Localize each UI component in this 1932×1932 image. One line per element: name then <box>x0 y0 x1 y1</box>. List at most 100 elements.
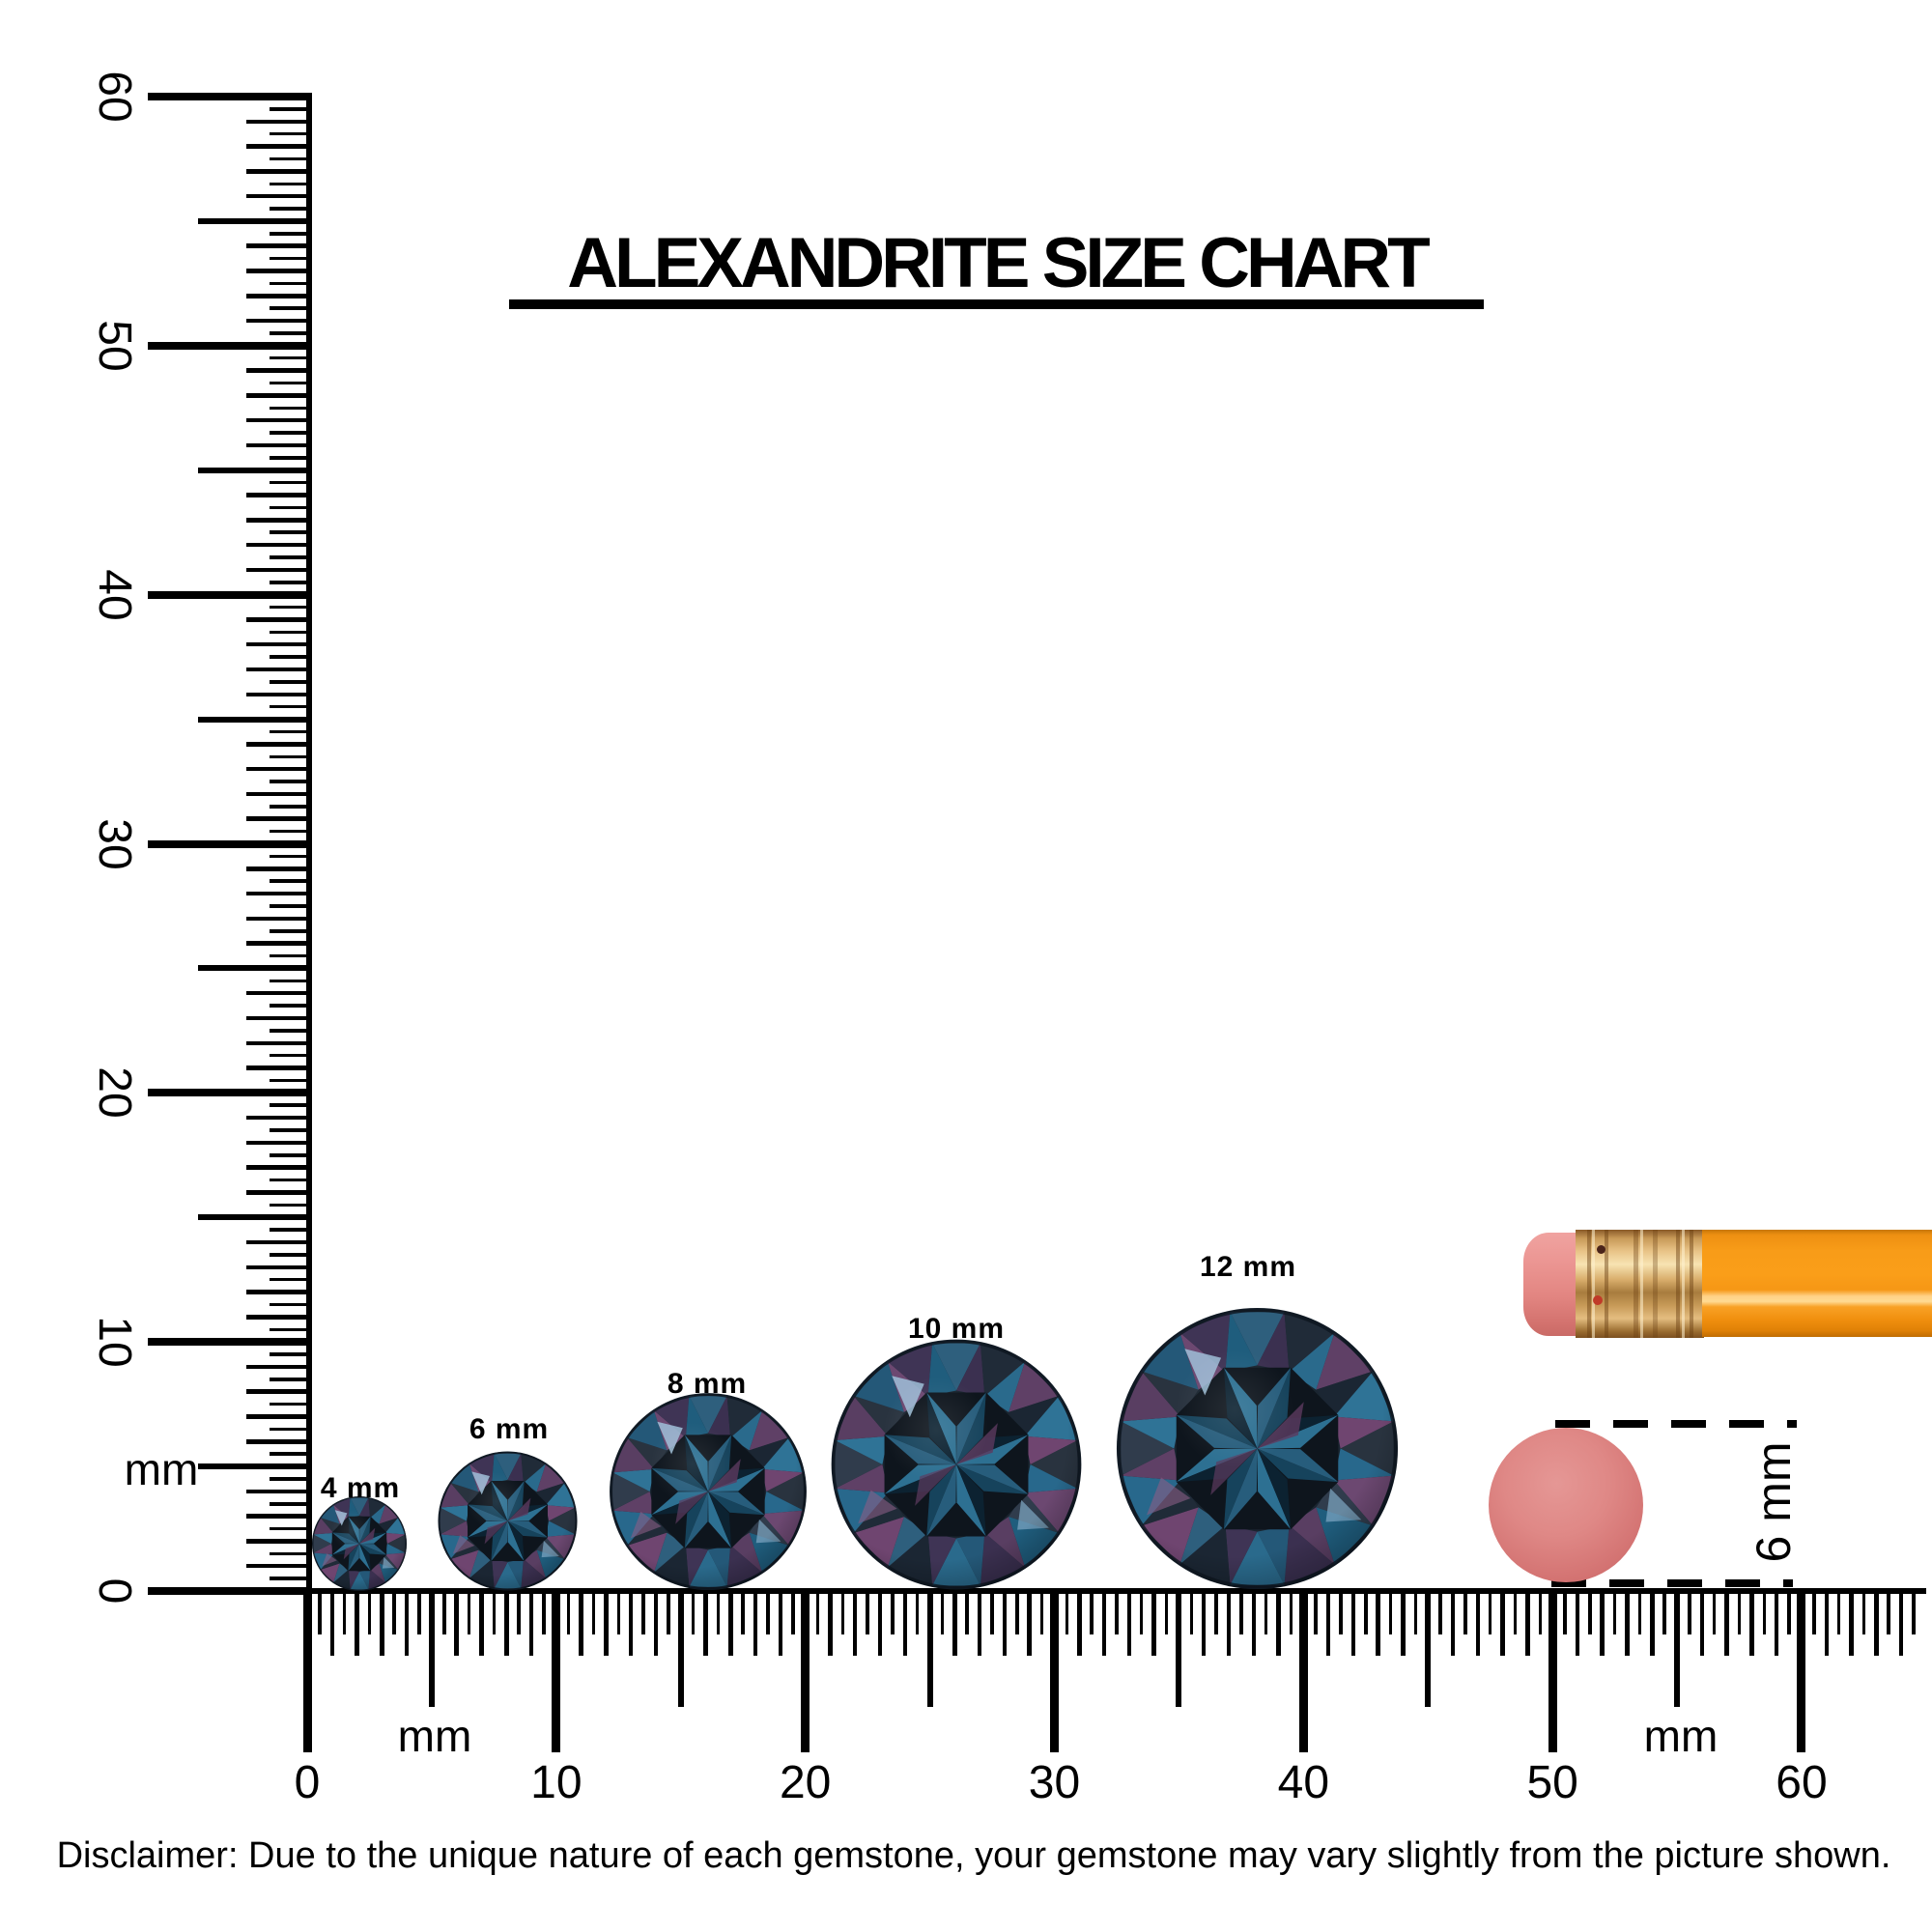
bottom-ruler-tick <box>1450 1594 1456 1656</box>
bottom-ruler-tick <box>1650 1594 1655 1656</box>
bottom-ruler-tick <box>628 1594 634 1656</box>
left-ruler-tick <box>246 1489 312 1494</box>
left-ruler-tick <box>246 667 312 672</box>
bottom-ruler-tick <box>479 1594 484 1656</box>
bottom-ruler-tick <box>1065 1594 1069 1634</box>
bottom-ruler-tick <box>1376 1594 1380 1656</box>
bottom-ruler-tick <box>1762 1594 1767 1634</box>
bottom-ruler-tick <box>454 1594 459 1656</box>
bottom-ruler-tick <box>1874 1594 1879 1656</box>
left-ruler-tick <box>270 904 312 908</box>
bottom-ruler-tick <box>1737 1594 1742 1634</box>
left-ruler-number-60: 60 <box>89 71 140 123</box>
left-ruler-tick <box>270 107 312 111</box>
bottom-ruler-tick <box>1500 1594 1505 1656</box>
left-ruler-tick <box>246 442 312 448</box>
bottom-ruler-tick <box>1575 1594 1580 1656</box>
bottom-ruler-tick <box>528 1594 534 1656</box>
left-ruler-tick <box>270 1302 312 1307</box>
left-ruler-number-40: 40 <box>89 568 140 621</box>
gem-8mm <box>608 1391 809 1592</box>
bottom-ruler-tick <box>1488 1594 1492 1634</box>
bottom-ruler-tick <box>965 1594 969 1634</box>
left-ruler-tick <box>270 1004 312 1008</box>
ferrule-rivet-dot <box>1597 1245 1605 1254</box>
left-ruler-tick <box>246 1514 312 1519</box>
left-ruler-tick <box>148 1587 312 1595</box>
left-ruler-tick <box>270 1103 312 1107</box>
pencil-ferrule <box>1576 1230 1704 1338</box>
bottom-ruler-tick <box>1115 1594 1119 1634</box>
left-ruler-tick <box>246 318 312 324</box>
bottom-ruler-tick <box>778 1594 783 1656</box>
bottom-ruler-tick <box>467 1594 471 1634</box>
bottom-ruler-tick <box>1189 1594 1194 1634</box>
bottom-ruler-tick <box>1425 1594 1432 1707</box>
left-ruler-tick <box>270 1551 312 1556</box>
left-ruler-tick <box>270 406 312 411</box>
ferrule-crimp-line <box>1676 1230 1680 1338</box>
gem-label-4mm: 4 mm <box>320 1472 401 1504</box>
bottom-ruler-tick <box>1612 1594 1617 1634</box>
left-ruler-tick <box>270 780 312 783</box>
bottom-ruler-tick <box>442 1594 446 1634</box>
bottom-ruler-tick <box>1090 1594 1094 1634</box>
bottom-ruler-tick <box>1812 1594 1816 1634</box>
ferrule-crimp-highlight <box>1682 1230 1685 1338</box>
bottom-ruler-tick <box>766 1594 770 1634</box>
bottom-ruler-tick <box>579 1594 583 1656</box>
left-ruler-tick <box>270 581 312 584</box>
left-ruler-tick <box>270 331 312 335</box>
left-ruler-tick <box>270 929 312 933</box>
bottom-ruler-tick <box>1674 1594 1681 1707</box>
left-ruler-tick <box>246 816 312 821</box>
pencil-eraser <box>1523 1233 1583 1336</box>
bottom-ruler-tick <box>1688 1594 1691 1634</box>
bottom-ruler-tick <box>891 1594 895 1634</box>
left-ruler-tick <box>148 839 312 848</box>
bottom-ruler-tick <box>1887 1594 1890 1634</box>
left-ruler-tick <box>270 256 312 261</box>
left-ruler-tick <box>246 368 312 373</box>
left-ruler-tick <box>246 1315 312 1320</box>
gem-4mm <box>311 1495 408 1592</box>
bottom-ruler-tick <box>940 1594 945 1634</box>
ferrule-crimp-highlight <box>1640 1230 1643 1338</box>
bottom-ruler-number-40: 40 <box>1277 1757 1330 1808</box>
bottom-ruler-tick <box>1401 1594 1406 1656</box>
bottom-ruler-tick <box>1214 1594 1218 1634</box>
left-ruler-tick <box>198 217 312 224</box>
bottom-ruler-tick <box>1525 1594 1530 1656</box>
bottom-ruler-tick <box>1797 1594 1806 1752</box>
left-ruler-tick <box>270 505 312 510</box>
ferrule-crimp-line <box>1605 1230 1608 1338</box>
bottom-ruler-number-30: 30 <box>1028 1757 1081 1808</box>
left-ruler-tick <box>246 493 312 497</box>
left-ruler-tick <box>246 417 312 423</box>
left-ruler-tick <box>198 716 312 723</box>
left-ruler-tick <box>198 1463 312 1470</box>
bottom-ruler-tick <box>1774 1594 1779 1656</box>
bottom-ruler-tick <box>1438 1594 1442 1634</box>
gem-label-6mm: 6 mm <box>469 1413 550 1445</box>
bottom-ruler-tick <box>1350 1594 1356 1656</box>
left-ruler-number-20: 20 <box>89 1066 140 1120</box>
bottom-ruler-tick <box>1588 1594 1592 1634</box>
left-ruler-number-0: 0 <box>89 1577 140 1605</box>
left-ruler-tick <box>246 1389 312 1394</box>
left-ruler-tick <box>270 1228 312 1232</box>
gem-label-8mm: 8 mm <box>667 1368 748 1400</box>
left-ruler-tick <box>270 555 312 559</box>
bottom-ruler-tick <box>1289 1594 1293 1634</box>
bottom-ruler-tick <box>318 1594 322 1634</box>
left-ruler-tick <box>246 641 312 647</box>
bottom-ruler-tick <box>1264 1594 1268 1634</box>
bottom-ruler-tick <box>1625 1594 1630 1656</box>
left-ruler-tick <box>148 93 312 101</box>
bottom-ruler-tick <box>741 1594 745 1634</box>
bottom-ruler-tick <box>1563 1594 1567 1634</box>
bottom-ruler-unit-label-right: mm <box>1643 1711 1719 1761</box>
left-ruler-tick <box>246 791 312 797</box>
left-ruler-tick <box>246 867 312 871</box>
left-ruler-tick <box>270 1577 312 1580</box>
